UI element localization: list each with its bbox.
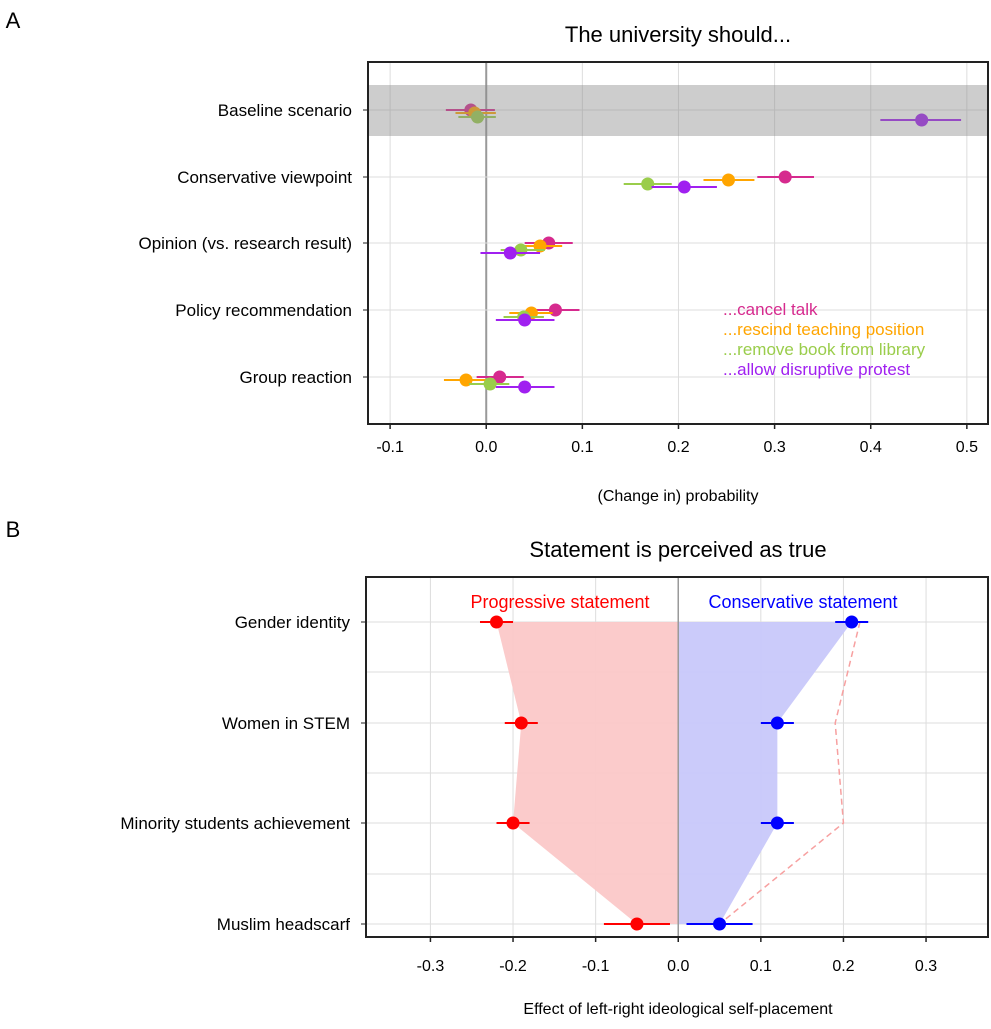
x-tick-label: -0.1 bbox=[376, 439, 404, 456]
plot-frame bbox=[365, 576, 989, 938]
progressive-area bbox=[496, 622, 679, 924]
x-tick-label: 0.3 bbox=[763, 439, 785, 456]
x-tick-label: 0.2 bbox=[667, 439, 689, 456]
legend-progressive: Progressive statement bbox=[470, 592, 649, 612]
data-point bbox=[514, 716, 528, 730]
x-tick-label: 0.5 bbox=[956, 439, 978, 456]
y-tick-label: Baseline scenario bbox=[218, 101, 352, 120]
data-point bbox=[845, 615, 859, 629]
x-tick-label: 0.0 bbox=[667, 958, 689, 975]
data-point bbox=[483, 377, 497, 391]
conservative-area bbox=[678, 622, 852, 924]
panel-b-title: Statement is perceived as true bbox=[529, 537, 826, 562]
x-tick-label: -0.2 bbox=[499, 958, 527, 975]
y-tick-label: Policy recommendation bbox=[175, 301, 352, 320]
data-point bbox=[713, 917, 727, 931]
data-point bbox=[471, 110, 485, 124]
y-tick-label: Minority students achievement bbox=[120, 814, 350, 833]
x-tick-label: 0.2 bbox=[832, 958, 854, 975]
data-point bbox=[770, 716, 784, 730]
data-point bbox=[677, 180, 691, 194]
mirrored-progressive-line bbox=[719, 621, 861, 925]
x-axis-label: (Change in) probability bbox=[598, 488, 759, 505]
data-point bbox=[630, 917, 644, 931]
legend-entry: ...rescind teaching position bbox=[723, 320, 924, 339]
x-tick-label: -0.1 bbox=[582, 958, 610, 975]
data-point bbox=[518, 313, 532, 327]
x-tick-label: 0.4 bbox=[860, 439, 882, 456]
x-tick-label: -0.3 bbox=[417, 958, 445, 975]
y-tick-label: Group reaction bbox=[240, 368, 352, 387]
panel-label-b: B bbox=[6, 517, 21, 542]
panel-label-a: A bbox=[6, 8, 21, 33]
x-tick-label: 0.0 bbox=[475, 439, 497, 456]
legend-entry: ...cancel talk bbox=[723, 300, 818, 319]
y-tick-label: Women in STEM bbox=[222, 714, 350, 733]
data-point bbox=[506, 816, 520, 830]
data-point bbox=[548, 303, 562, 317]
data-point bbox=[770, 816, 784, 830]
data-point bbox=[493, 370, 507, 384]
x-tick-label: 0.1 bbox=[571, 439, 593, 456]
y-tick-label: Muslim headscarf bbox=[217, 915, 350, 934]
x-tick-label: 0.3 bbox=[915, 958, 937, 975]
data-point bbox=[490, 615, 504, 629]
legend-conservative: Conservative statement bbox=[708, 592, 897, 612]
data-point bbox=[641, 177, 655, 191]
x-tick-label: 0.1 bbox=[750, 958, 772, 975]
data-point bbox=[518, 380, 532, 394]
y-tick-label: Opinion (vs. research result) bbox=[138, 234, 352, 253]
y-tick-label: Conservative viewpoint bbox=[177, 168, 352, 187]
panel-a-title: The university should... bbox=[565, 22, 791, 47]
data-point bbox=[721, 173, 735, 187]
data-point bbox=[915, 113, 929, 127]
legend-entry: ...allow disruptive protest bbox=[723, 360, 910, 379]
y-tick-label: Gender identity bbox=[235, 613, 351, 632]
data-point bbox=[503, 246, 517, 260]
data-point bbox=[778, 170, 792, 184]
baseline-highlight-band bbox=[368, 85, 988, 136]
x-axis-label: Effect of left-right ideological self-pl… bbox=[523, 1001, 833, 1018]
legend-entry: ...remove book from library bbox=[723, 340, 926, 359]
